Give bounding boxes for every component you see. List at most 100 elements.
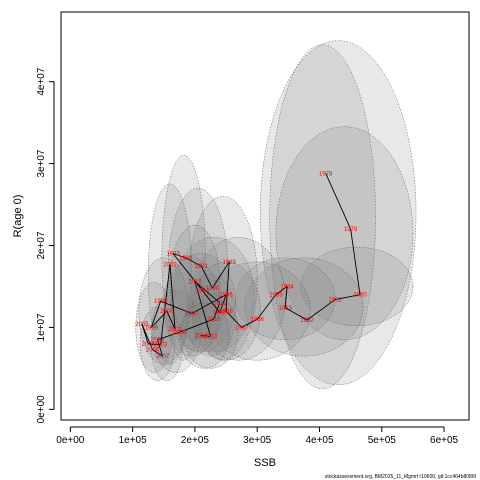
point-label: 1998 — [154, 299, 168, 305]
trajectory-segment — [213, 302, 221, 320]
trajectory-lines — [141, 173, 361, 357]
point-label: 1999 — [145, 325, 159, 331]
point-label: 2006 — [146, 348, 160, 354]
point-label: 2012 — [188, 280, 202, 286]
point-label: 1978 — [319, 171, 333, 177]
uncertainty-ellipse — [151, 290, 202, 373]
point-label: 2001 — [168, 327, 182, 333]
y-tick-label: 0e+00 — [36, 395, 47, 424]
trajectory-segment — [166, 310, 176, 330]
point-label: 2007 — [156, 354, 170, 360]
y-axis: 0e+00 1e+07 2e+07 3e+07 4e+07 — [36, 67, 55, 424]
trajectory-segment — [141, 323, 153, 350]
trajectory-segment — [350, 229, 361, 295]
x-axis: 0e+00 1e+05 2e+05 3e+05 4e+05 5e+05 6e+05 — [56, 426, 459, 446]
y-axis-label: R(age 0) — [12, 195, 24, 238]
trajectory-segment — [306, 299, 336, 321]
trajectory-segment — [284, 286, 288, 308]
uncertainty-ellipse — [139, 306, 176, 381]
point-label: 1983 — [279, 306, 293, 312]
uncertainty-ellipses — [135, 40, 417, 390]
trajectory-segment — [191, 294, 227, 314]
point-label: 1991 — [194, 264, 208, 270]
point-label: 2003 — [154, 343, 168, 349]
uncertainty-ellipse — [244, 257, 364, 357]
trajectory-segment — [325, 173, 352, 230]
x-tick-label: 2e+05 — [181, 435, 210, 446]
trajectory-segment — [219, 294, 227, 313]
plot-frame — [60, 11, 470, 421]
y-tick-label: 1e+07 — [36, 313, 47, 342]
point-label: 1980 — [353, 293, 367, 299]
trajectory-segment — [256, 294, 277, 320]
point-label: 1988 — [219, 309, 233, 315]
trajectory-segment — [150, 301, 162, 328]
x-tick-label: 6e+05 — [430, 435, 459, 446]
trajectory-segment — [172, 253, 186, 259]
trajectory-segment — [334, 294, 361, 301]
uncertainty-ellipse — [300, 246, 414, 327]
point-label: 1995 — [213, 311, 227, 317]
x-tick-label: 3e+05 — [243, 435, 272, 446]
point-label: 1987 — [235, 325, 249, 331]
trajectory-segment — [285, 307, 308, 321]
uncertainty-ellipse — [167, 187, 229, 353]
source-note: stockassessment.org, BM2025_11_Mgmrt r19… — [325, 474, 477, 480]
point-label: 1993 — [166, 252, 180, 258]
point-label: 1982 — [300, 318, 314, 324]
trajectory-segment — [211, 261, 230, 289]
point-label: 2011 — [213, 301, 227, 307]
uncertainty-ellipse — [161, 155, 206, 361]
uncertainty-ellipse — [204, 261, 311, 361]
point-label: 2009 — [173, 330, 187, 336]
point-label: 1994 — [196, 289, 210, 295]
trajectory-segment — [179, 318, 214, 333]
y-tick-label: 3e+07 — [36, 149, 47, 178]
x-tick-label: 1e+05 — [119, 435, 148, 446]
point-label: 1996 — [219, 293, 233, 299]
point-label: 2014 — [194, 334, 208, 340]
point-label: 1997 — [185, 311, 199, 317]
uncertainty-ellipse — [269, 44, 376, 390]
x-tick-label: 4e+05 — [305, 435, 334, 446]
trajectory-segment — [194, 281, 221, 304]
x-tick-label: 5e+05 — [368, 435, 397, 446]
trajectory-segment — [201, 335, 211, 337]
trajectory-segment — [225, 261, 230, 312]
uncertainty-ellipse — [151, 314, 183, 381]
trajectory-segment — [225, 310, 242, 328]
trajectory-segment — [185, 257, 202, 267]
trajectory-segment — [157, 331, 180, 341]
point-labels: 1978 1979 1980 1981 1982 1983 1984 1985 19861987… — [135, 171, 367, 360]
uncertainty-ellipse — [260, 40, 417, 386]
point-label: 2005 — [135, 322, 149, 328]
point-label: 1984 — [280, 284, 294, 290]
trajectory-segment — [160, 264, 171, 345]
point-label: 2008 — [151, 338, 165, 344]
point-label: 2013 — [204, 334, 218, 340]
trajectory-segment — [169, 264, 176, 330]
y-tick-label: 4e+07 — [36, 67, 47, 96]
uncertainty-ellipse — [191, 237, 286, 361]
point-label: 2010 — [207, 317, 221, 323]
point-label: 1986 — [251, 317, 265, 323]
trajectory-segment — [194, 281, 211, 337]
x-axis-label: SSB — [254, 457, 276, 469]
point-label: 1989 — [223, 260, 237, 266]
trajectory-segment — [202, 290, 221, 313]
uncertainty-ellipse — [138, 257, 189, 365]
y-tick-label: 2e+07 — [36, 231, 47, 260]
point-label: 2004 — [142, 342, 156, 348]
x-tick-label: 0e+00 — [56, 435, 85, 446]
trajectory-segment — [200, 265, 213, 289]
point-label: 1992 — [179, 256, 193, 262]
trajectory-segment — [152, 349, 163, 357]
point-label: 1990 — [206, 286, 220, 292]
uncertainty-ellipse — [275, 126, 414, 340]
point-label: 2002 — [163, 262, 177, 268]
point-label: 1979 — [344, 227, 358, 233]
trajectory-segment — [157, 339, 163, 357]
point-label: 1981 — [328, 298, 342, 304]
trajectory-segment — [275, 286, 288, 296]
